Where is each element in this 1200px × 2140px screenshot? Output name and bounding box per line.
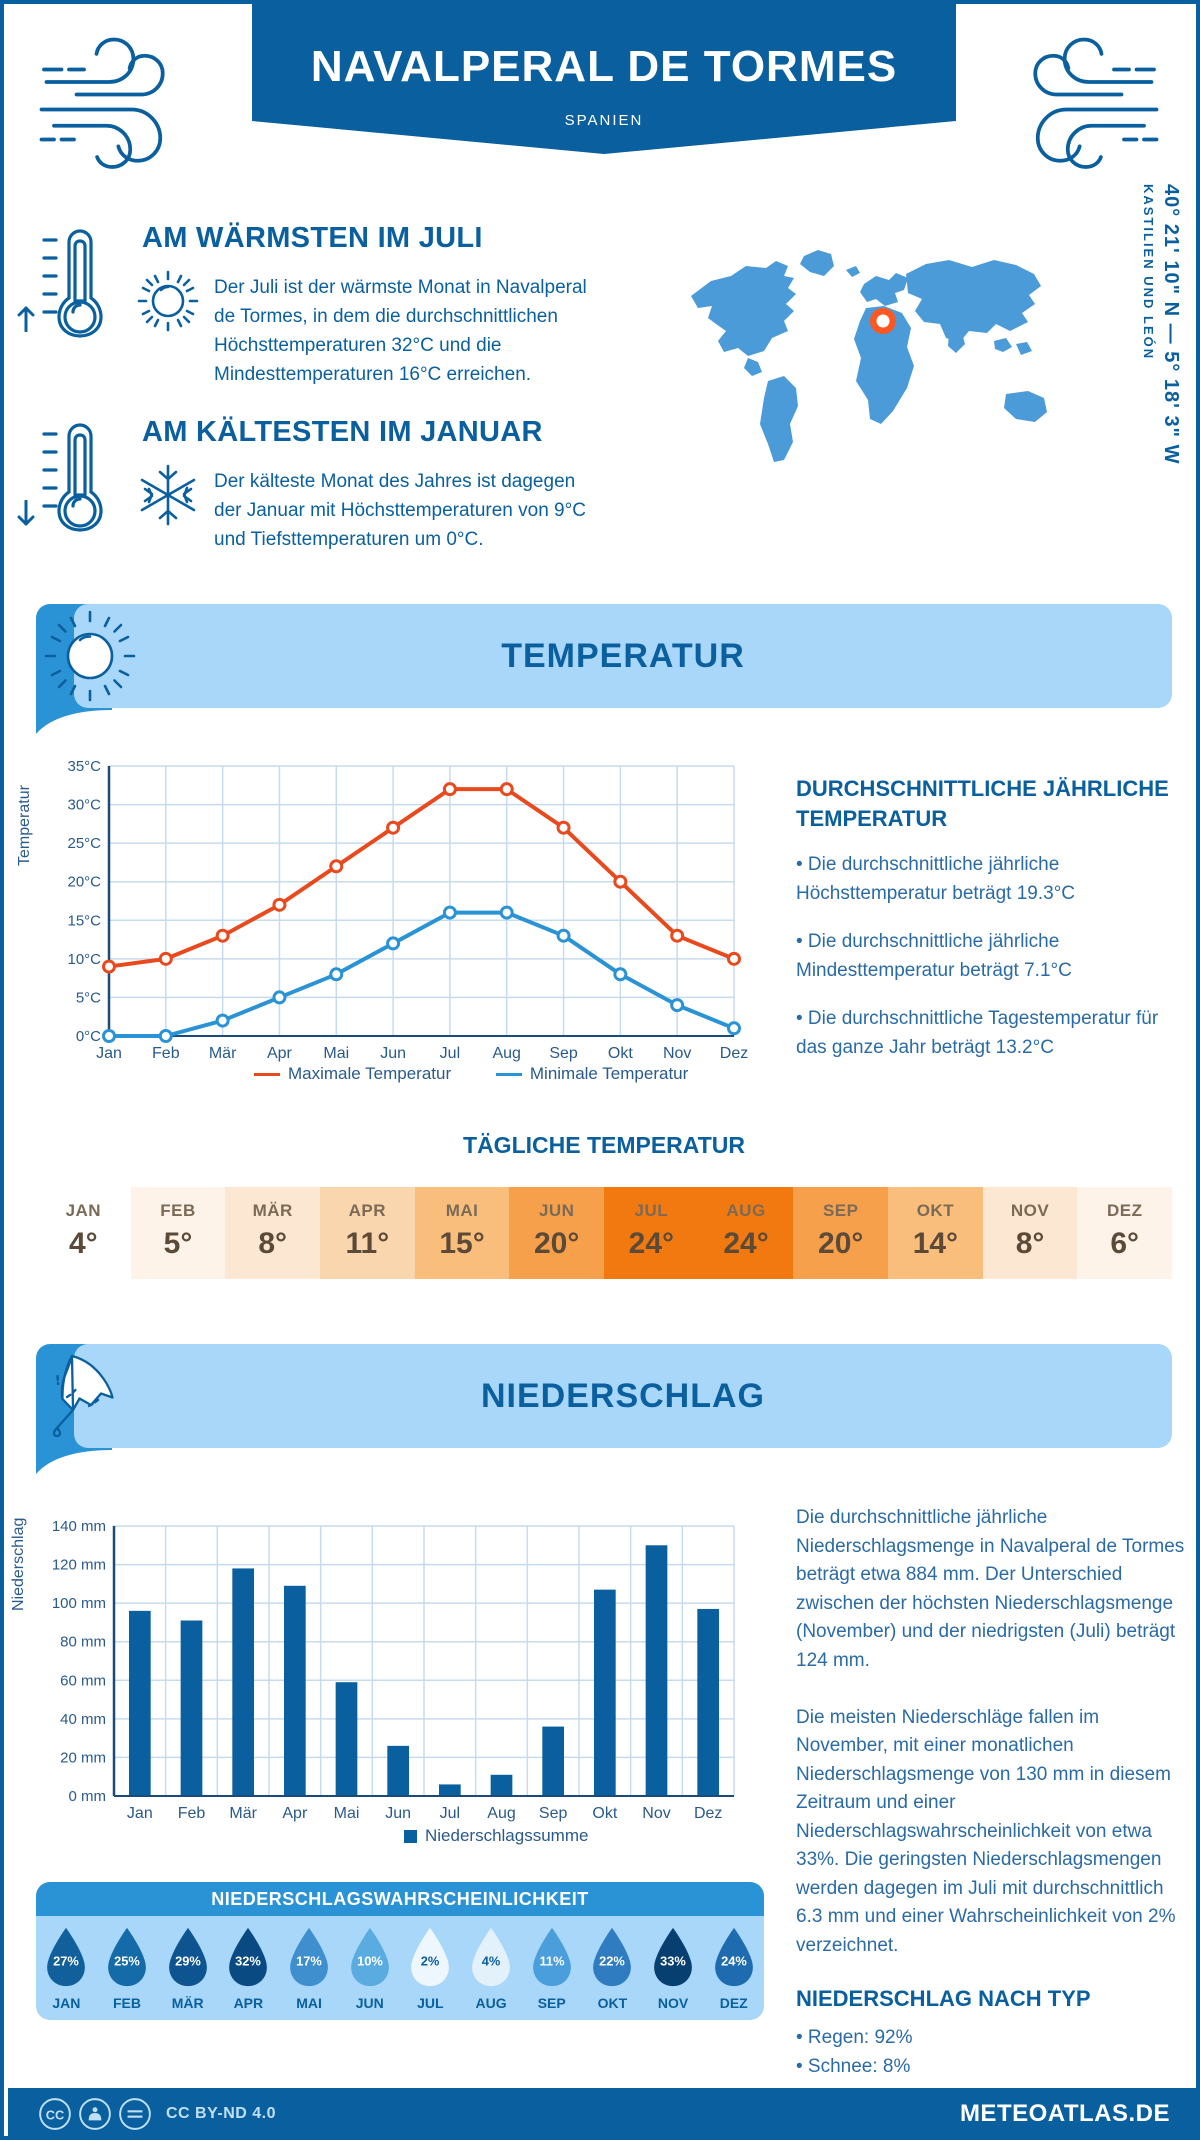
svg-text:Jun: Jun <box>385 1805 411 1822</box>
svg-text:10%: 10% <box>357 1954 383 1969</box>
svg-text:Feb: Feb <box>178 1805 206 1822</box>
svg-text:2%: 2% <box>421 1954 440 1969</box>
svg-text:Sep: Sep <box>539 1805 568 1822</box>
svg-text:35°C: 35°C <box>67 758 101 775</box>
svg-text:25%: 25% <box>114 1954 140 1969</box>
svg-text:Mai: Mai <box>323 1045 349 1062</box>
svg-text:Dez: Dez <box>720 1045 748 1062</box>
svg-text:Mär: Mär <box>209 1045 237 1062</box>
svg-text:Jul: Jul <box>440 1805 460 1822</box>
svg-text:24%: 24% <box>721 1954 747 1969</box>
svg-text:0°C: 0°C <box>76 1028 101 1045</box>
svg-text:Nov: Nov <box>642 1805 670 1822</box>
svg-text:Jun: Jun <box>380 1045 406 1062</box>
svg-text:27%: 27% <box>53 1954 79 1969</box>
svg-text:Okt: Okt <box>608 1045 633 1062</box>
svg-text:22%: 22% <box>600 1954 626 1969</box>
svg-text:Mär: Mär <box>229 1805 257 1822</box>
svg-text:32%: 32% <box>235 1954 261 1969</box>
svg-text:15°C: 15°C <box>67 912 101 929</box>
svg-text:140 mm: 140 mm <box>52 1518 106 1535</box>
svg-text:Dez: Dez <box>694 1805 722 1822</box>
svg-text:Sep: Sep <box>549 1045 578 1062</box>
svg-text:Jan: Jan <box>96 1045 122 1062</box>
svg-text:Nov: Nov <box>663 1045 691 1062</box>
svg-text:40 mm: 40 mm <box>60 1711 106 1728</box>
svg-text:30°C: 30°C <box>67 797 101 814</box>
svg-text:80 mm: 80 mm <box>60 1634 106 1651</box>
svg-text:20 mm: 20 mm <box>60 1749 106 1766</box>
svg-text:Apr: Apr <box>282 1805 308 1822</box>
svg-text:Apr: Apr <box>267 1045 293 1062</box>
svg-text:25°C: 25°C <box>67 835 101 852</box>
svg-text:0 mm: 0 mm <box>69 1788 107 1805</box>
svg-text:29%: 29% <box>175 1954 201 1969</box>
svg-text:Jul: Jul <box>440 1045 460 1062</box>
svg-text:Mai: Mai <box>334 1805 360 1822</box>
svg-text:5°C: 5°C <box>76 989 101 1006</box>
svg-text:11%: 11% <box>539 1954 565 1969</box>
svg-text:10°C: 10°C <box>67 951 101 968</box>
svg-text:100 mm: 100 mm <box>52 1595 106 1612</box>
svg-text:Aug: Aug <box>487 1805 515 1822</box>
svg-text:Aug: Aug <box>492 1045 520 1062</box>
svg-text:20°C: 20°C <box>67 874 101 891</box>
svg-text:CC: CC <box>46 2107 64 2122</box>
svg-text:120 mm: 120 mm <box>52 1557 106 1574</box>
svg-text:4%: 4% <box>482 1954 501 1969</box>
svg-text:17%: 17% <box>296 1954 322 1969</box>
svg-text:60 mm: 60 mm <box>60 1672 106 1689</box>
svg-text:Feb: Feb <box>152 1045 180 1062</box>
svg-text:Jan: Jan <box>127 1805 153 1822</box>
svg-text:33%: 33% <box>660 1954 686 1969</box>
svg-text:Okt: Okt <box>592 1805 617 1822</box>
